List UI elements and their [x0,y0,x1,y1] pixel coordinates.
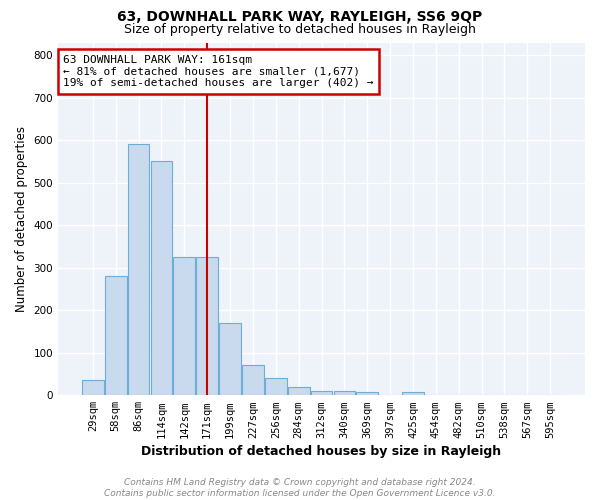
Bar [334,391,355,395]
Bar [402,392,424,395]
Bar [265,378,287,395]
Bar [151,162,172,395]
X-axis label: Distribution of detached houses by size in Rayleigh: Distribution of detached houses by size … [142,444,502,458]
Bar [219,323,241,395]
Bar [128,144,149,395]
Text: Size of property relative to detached houses in Rayleigh: Size of property relative to detached ho… [124,22,476,36]
Bar [242,366,264,395]
Bar [82,380,104,395]
Bar [173,257,195,395]
Text: 63 DOWNHALL PARK WAY: 161sqm
← 81% of detached houses are smaller (1,677)
19% of: 63 DOWNHALL PARK WAY: 161sqm ← 81% of de… [64,55,374,88]
Text: Contains HM Land Registry data © Crown copyright and database right 2024.
Contai: Contains HM Land Registry data © Crown c… [104,478,496,498]
Bar [196,257,218,395]
Bar [311,391,332,395]
Bar [105,276,127,395]
Text: 63, DOWNHALL PARK WAY, RAYLEIGH, SS6 9QP: 63, DOWNHALL PARK WAY, RAYLEIGH, SS6 9QP [118,10,482,24]
Y-axis label: Number of detached properties: Number of detached properties [15,126,28,312]
Bar [288,386,310,395]
Bar [356,392,378,395]
